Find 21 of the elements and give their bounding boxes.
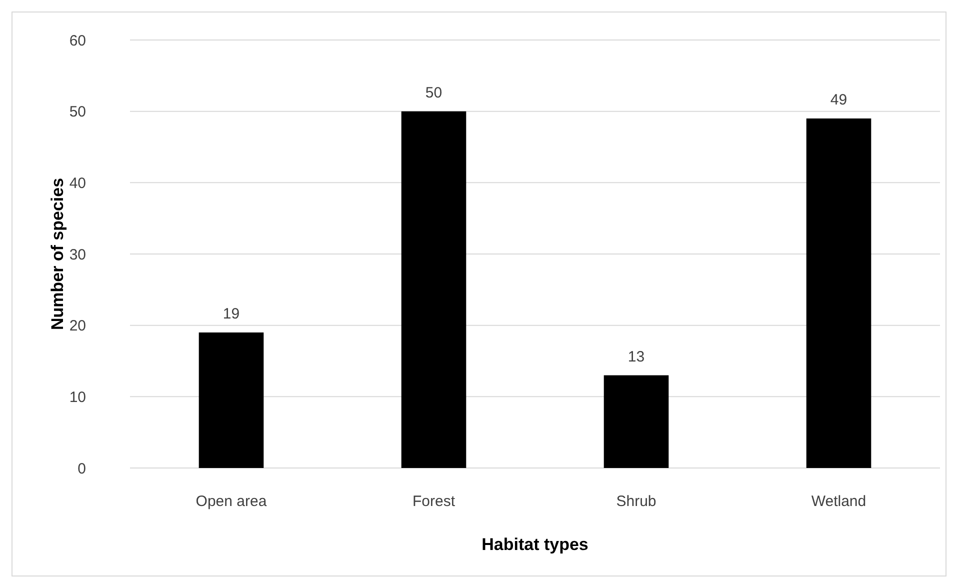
bar	[604, 375, 669, 468]
data-label: 19	[222, 305, 240, 322]
x-axis-title: Habitat types	[482, 535, 588, 554]
data-label: 13	[628, 348, 645, 366]
bar	[198, 332, 264, 468]
x-tick-label: Forest	[412, 493, 456, 510]
bar	[401, 111, 466, 468]
y-tick-label: 60	[69, 32, 86, 50]
y-axis-title: Number of species	[48, 178, 67, 330]
x-tick-label: Shrub	[616, 493, 656, 510]
y-tick-label: 10	[69, 388, 86, 406]
y-tick-label: 20	[69, 318, 86, 335]
data-label: 50	[425, 84, 442, 102]
x-tick-label: Wetland	[811, 493, 866, 510]
y-tick-label: 0	[78, 460, 86, 478]
y-tick-label: 30	[69, 246, 86, 264]
y-tick-label: 50	[69, 104, 86, 121]
bar	[806, 118, 872, 468]
x-tick-label: Open area	[196, 493, 268, 510]
data-label: 49	[830, 91, 848, 108]
y-tick-label: 40	[69, 174, 86, 192]
